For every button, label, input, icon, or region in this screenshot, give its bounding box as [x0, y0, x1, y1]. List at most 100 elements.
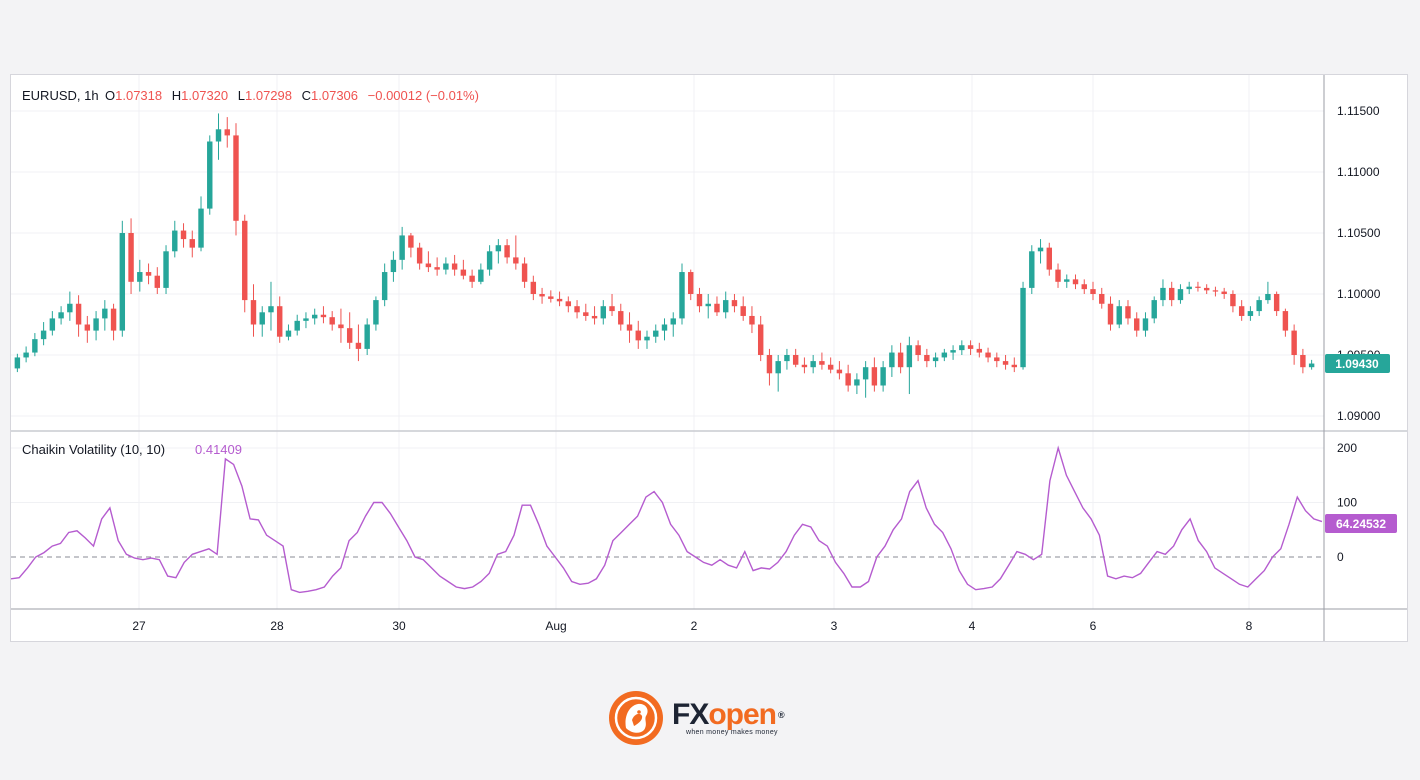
candle [1064, 274, 1070, 288]
price-badge: 1.09430 [1335, 357, 1379, 371]
header-ohlc: O1.07318 H1.07320 L1.07298 C1.07306 −0.0… [105, 88, 479, 103]
candle [696, 287, 703, 313]
candle [556, 291, 563, 307]
chart-svg[interactable]: 1.115001.110001.105001.100001.095001.090… [10, 75, 1407, 641]
candle [880, 361, 886, 392]
candle [425, 251, 432, 273]
candle [994, 352, 1000, 368]
candle [1300, 348, 1306, 374]
candle [757, 315, 764, 362]
candle [443, 257, 449, 275]
candle [810, 355, 816, 374]
price-badge-bg [1325, 354, 1390, 373]
candle [530, 275, 537, 301]
candle [801, 357, 808, 374]
candle [259, 306, 265, 337]
candle [355, 324, 362, 362]
candle [1265, 281, 1271, 304]
candle [626, 312, 633, 343]
candle [329, 311, 335, 331]
indicator-value: 0.41409 [195, 442, 242, 457]
candle [189, 230, 195, 258]
candle [1099, 287, 1105, 309]
candle [775, 355, 781, 392]
price-tick-label: 1.11500 [1337, 104, 1380, 118]
candle [250, 284, 257, 337]
candle [119, 220, 126, 337]
candle [311, 308, 318, 325]
candle [110, 303, 117, 341]
candle [154, 267, 161, 294]
candle [644, 330, 650, 349]
candle [84, 315, 91, 343]
candle [495, 239, 502, 264]
candle [390, 251, 397, 282]
price-tick-label: 1.10500 [1337, 226, 1381, 240]
candle [93, 311, 99, 341]
candle [1037, 239, 1044, 264]
candle [1029, 245, 1035, 294]
candle [478, 263, 484, 285]
brand-tagline: when money makes money [686, 729, 778, 736]
high-label: H [172, 88, 181, 103]
top-band [0, 0, 1420, 64]
time-tick-label: 4 [969, 619, 976, 633]
candle [373, 296, 379, 331]
candle [224, 117, 230, 148]
candle [959, 340, 965, 355]
candle [1107, 296, 1114, 331]
candle [1177, 284, 1184, 304]
candle [740, 296, 746, 321]
candle [1011, 357, 1018, 373]
candle [565, 296, 572, 313]
candle [215, 113, 222, 160]
time-tick-label: 6 [1090, 619, 1097, 633]
candle [1256, 296, 1262, 316]
candle [1212, 286, 1219, 297]
candle [1116, 300, 1122, 329]
candle [1072, 274, 1079, 290]
candle [661, 318, 668, 341]
time-tick-label: 30 [392, 619, 406, 633]
candle [1195, 281, 1201, 292]
candle [653, 324, 659, 343]
low-value: 1.07298 [245, 88, 292, 103]
candle [950, 345, 956, 360]
candle [180, 223, 187, 248]
candle [364, 318, 370, 355]
candle [871, 357, 878, 392]
candles [14, 113, 1315, 398]
close-value: 1.07306 [311, 88, 358, 103]
time-tick-label: 28 [270, 619, 284, 633]
candle [163, 245, 169, 294]
high-value: 1.07320 [181, 88, 228, 103]
candle [1160, 279, 1166, 307]
candle [58, 306, 64, 325]
candle [819, 352, 825, 370]
candle [618, 303, 624, 331]
candle [469, 269, 475, 288]
candle [233, 123, 239, 236]
candle [548, 290, 554, 303]
candle [574, 300, 580, 319]
candle [346, 312, 353, 349]
candle [268, 281, 274, 331]
candle [242, 214, 248, 313]
candle [679, 263, 685, 325]
candle [1046, 242, 1052, 276]
candle [924, 348, 930, 368]
candle [408, 233, 414, 258]
candle [1230, 290, 1236, 313]
candle [539, 287, 545, 304]
candle [198, 196, 204, 252]
grid [11, 75, 1324, 609]
candle [1221, 287, 1227, 299]
candle [714, 296, 720, 316]
candle [1308, 359, 1315, 370]
candle [1282, 308, 1289, 337]
indicator-tick-label: 100 [1337, 496, 1357, 510]
time-tick-label: 27 [132, 619, 146, 633]
candle [1186, 281, 1192, 294]
candle [670, 312, 676, 337]
price-tick-label: 1.10000 [1337, 287, 1381, 301]
